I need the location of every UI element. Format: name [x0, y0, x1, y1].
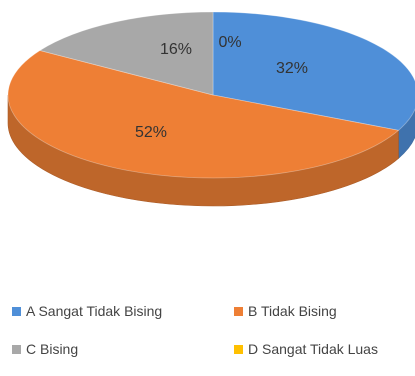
data-label-d-sangat-tidak-luas: 0% — [218, 34, 241, 51]
legend-row: A Sangat Tidak Bising B Tidak Bising — [12, 300, 412, 322]
legend-label-c: C Bising — [26, 341, 79, 357]
data-label-c-bising: 16% — [160, 41, 192, 58]
legend-swatch-b — [234, 306, 243, 316]
legend-item-d[interactable]: D Sangat Tidak Luas — [234, 341, 378, 357]
legend-label-d: D Sangat Tidak Luas — [248, 341, 378, 357]
data-label-b-tidak-bising: 52% — [135, 124, 167, 141]
legend-swatch-d — [234, 344, 243, 354]
legend-item-b[interactable]: B Tidak Bising — [234, 303, 337, 319]
pie-chart: 32% 52% 16% 0% — [7, 11, 415, 207]
pie-slice-b-tidak-bising[interactable] — [7, 50, 400, 179]
legend-swatch-a — [12, 306, 21, 316]
legend-row: C Bising D Sangat Tidak Luas — [12, 338, 412, 360]
legend-label-b: B Tidak Bising — [248, 303, 337, 319]
pie-top-layer — [7, 11, 415, 179]
data-label-layer: 32% 52% 16% 0% — [135, 34, 308, 141]
legend: A Sangat Tidak Bising B Tidak Bising C B… — [12, 300, 412, 376]
data-label-a-sangat-tidak-bising: 32% — [276, 60, 308, 77]
pie-slice-c-bising[interactable] — [38, 11, 214, 96]
legend-item-c[interactable]: C Bising — [12, 341, 234, 357]
legend-label-a: A Sangat Tidak Bising — [26, 303, 163, 319]
legend-item-a[interactable]: A Sangat Tidak Bising — [12, 303, 234, 319]
legend-swatch-c — [12, 344, 21, 354]
